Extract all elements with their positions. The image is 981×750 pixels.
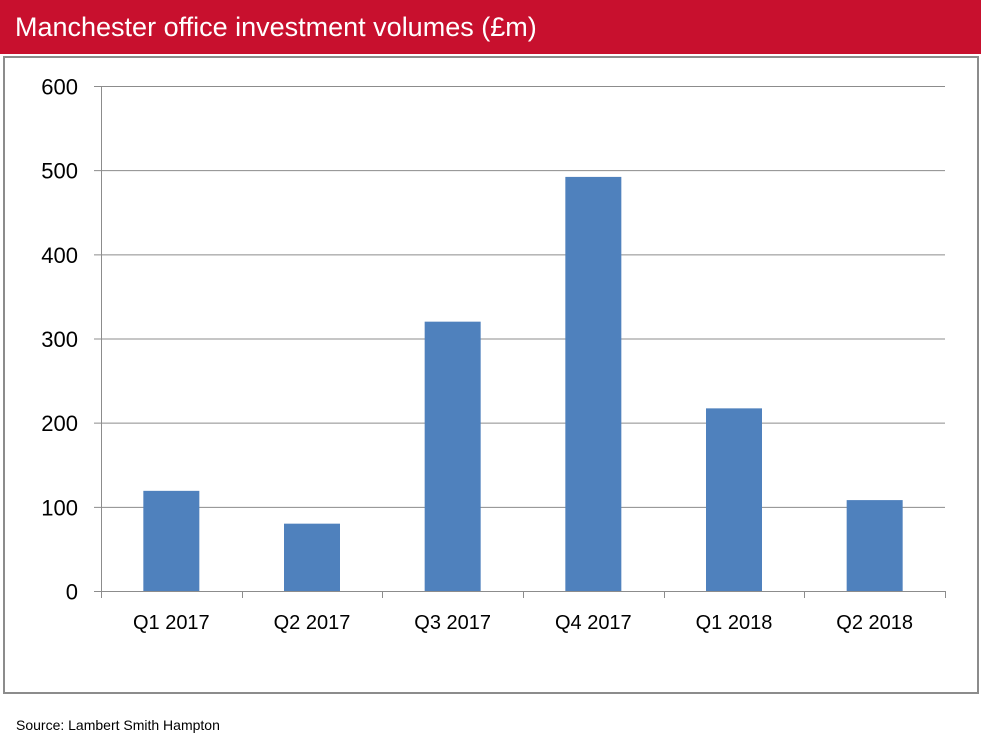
source-note: Source: Lambert Smith Hampton bbox=[16, 717, 220, 733]
x-tick-label: Q3 2017 bbox=[414, 612, 491, 634]
x-tick-label: Q1 2017 bbox=[133, 612, 210, 634]
y-tick-label: 600 bbox=[41, 75, 78, 100]
x-tick-label: Q4 2017 bbox=[555, 612, 632, 634]
x-tick-label: Q1 2018 bbox=[696, 612, 773, 634]
bar bbox=[424, 321, 481, 591]
x-tick-label: Q2 2017 bbox=[274, 612, 351, 634]
bar bbox=[846, 500, 903, 591]
bar bbox=[284, 523, 340, 591]
y-tick-label: 300 bbox=[41, 327, 78, 352]
y-tick-label: 0 bbox=[66, 580, 78, 605]
bar bbox=[565, 176, 622, 591]
x-tick-label: Q2 2018 bbox=[836, 612, 913, 634]
y-tick-label: 200 bbox=[41, 411, 78, 436]
y-tick-label: 100 bbox=[41, 495, 78, 520]
bar bbox=[143, 490, 200, 591]
bar bbox=[706, 408, 762, 591]
chart-title: Manchester office investment volumes (£m… bbox=[15, 12, 537, 42]
y-tick-label: 500 bbox=[41, 159, 78, 184]
bar-chart: 0 100 200 300 400 500 600 Q1 2017 Q2 2017 Q3 2017… bbox=[41, 75, 946, 634]
chart-frame bbox=[3, 56, 979, 694]
y-tick-label: 400 bbox=[41, 243, 78, 268]
chart-header: Manchester office investment volumes (£m… bbox=[0, 0, 981, 54]
